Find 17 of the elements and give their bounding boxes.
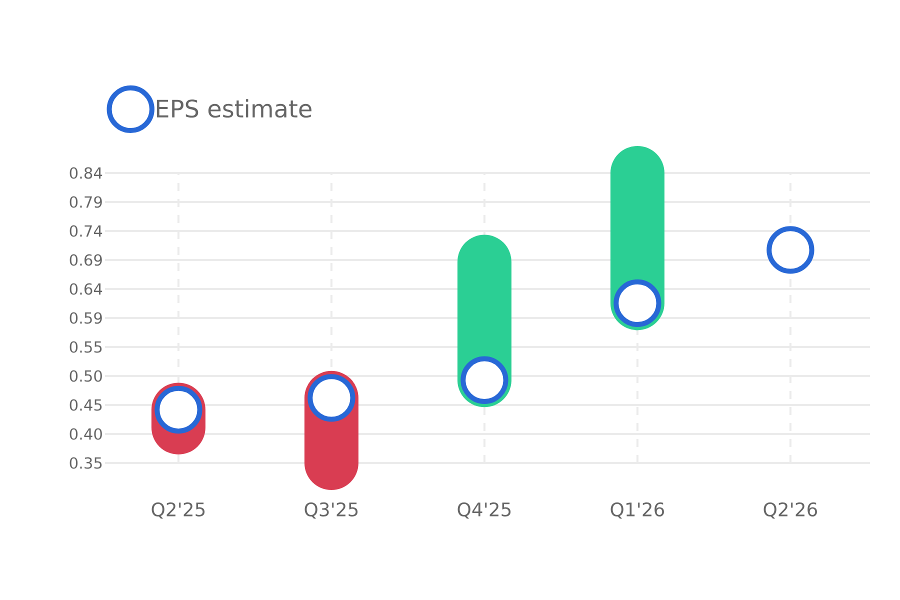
y-tick-label: 0.50 (70, 370, 102, 382)
y-tick-label: 0.55 (70, 341, 102, 353)
y-tick-label: 0.40 (70, 428, 102, 440)
y-tick-label: 0.59 (70, 312, 102, 324)
x-tick-label: Q3'25 (304, 502, 358, 519)
y-tick-label: 0.64 (70, 283, 102, 295)
legend-label: EPS estimate (156, 99, 312, 118)
y-tick-label: 0.69 (70, 254, 102, 266)
x-tick-label: Q2'25 (152, 502, 205, 519)
x-tick-label: Q4'25 (458, 502, 511, 519)
x-tick-label: Q2'26 (764, 502, 817, 519)
y-tick-label: 0.45 (70, 399, 102, 411)
y-tick-label: 0.74 (70, 225, 102, 237)
y-tick-label: 0.35 (70, 457, 102, 469)
y-tick-label: 0.79 (70, 196, 102, 208)
x-tick-label: Q1'26 (610, 502, 664, 519)
y-tick-label: 0.84 (70, 167, 102, 179)
